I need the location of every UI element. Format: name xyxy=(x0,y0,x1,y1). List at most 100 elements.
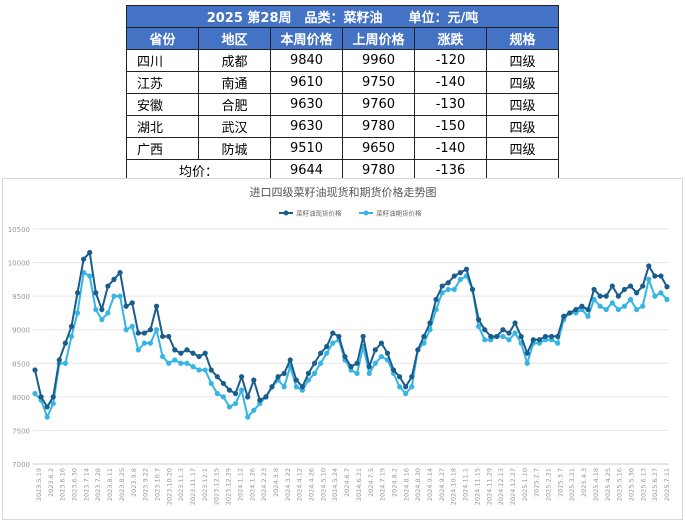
header-this-week: 本周价格 xyxy=(270,27,343,50)
y-tick-label: 7000 xyxy=(12,461,30,469)
table-row: 安徽 合肥 9630 9760 -130 四级 xyxy=(126,93,559,116)
data-point xyxy=(579,303,585,309)
x-tick-label: 2024.9.27 xyxy=(438,468,446,501)
data-point xyxy=(239,374,245,380)
cell-region: 成都 xyxy=(198,49,271,72)
y-tick-label: 7500 xyxy=(12,427,30,435)
data-point xyxy=(585,306,591,313)
data-point xyxy=(251,377,257,383)
data-point xyxy=(476,323,482,329)
data-point xyxy=(232,390,239,397)
data-point xyxy=(482,327,488,333)
data-point xyxy=(123,303,129,309)
data-point xyxy=(567,310,573,316)
data-point xyxy=(457,270,463,276)
x-tick-label: 2023.8.11 xyxy=(106,468,114,501)
x-tick-label: 2024.4.12 xyxy=(296,468,304,501)
data-point xyxy=(330,330,336,336)
data-point xyxy=(512,330,518,336)
data-point xyxy=(178,350,184,356)
data-point xyxy=(129,323,135,329)
data-point xyxy=(293,377,299,383)
data-point xyxy=(172,347,178,353)
legend-label: 菜籽油期货价格 xyxy=(376,209,422,218)
data-point xyxy=(208,380,214,387)
x-tick-label: 2024.8.16 xyxy=(402,468,410,501)
data-point xyxy=(561,313,567,319)
y-tick-label: 8000 xyxy=(12,394,30,402)
data-point xyxy=(105,310,111,316)
x-tick-label: 2024.1.26 xyxy=(248,468,256,501)
data-point xyxy=(548,333,555,340)
data-point xyxy=(427,320,433,326)
data-point xyxy=(506,330,512,336)
x-tick-label: 2023.5.19 xyxy=(35,468,43,501)
data-point xyxy=(50,400,56,407)
y-tick-label: 8500 xyxy=(12,360,30,368)
y-tick-label: 9500 xyxy=(12,293,30,301)
cell-region: 合肥 xyxy=(198,93,271,116)
data-point xyxy=(482,337,488,343)
data-point xyxy=(68,323,75,329)
cell-province: 广西 xyxy=(126,137,199,160)
data-point xyxy=(603,306,609,313)
data-point xyxy=(68,333,75,340)
cell-province: 安徽 xyxy=(126,93,199,116)
cell-this-week: 9510 xyxy=(270,137,343,160)
data-point xyxy=(214,374,220,380)
data-point xyxy=(311,370,318,376)
data-point xyxy=(117,270,123,276)
chart-grid xyxy=(33,228,669,465)
data-point xyxy=(603,293,609,299)
cell-last-week: 9750 xyxy=(342,71,415,94)
data-point xyxy=(615,293,621,299)
x-tick-label: 2023.10.20 xyxy=(165,468,173,505)
x-tick-label: 2025.4.3 xyxy=(580,468,588,497)
data-point xyxy=(597,293,603,299)
data-point xyxy=(500,327,506,333)
data-point xyxy=(74,310,81,316)
data-point xyxy=(172,357,178,363)
cell-spec: 四级 xyxy=(486,137,559,160)
x-tick-label: 2023.6.2 xyxy=(47,468,55,497)
x-tick-label: 2025.2.21 xyxy=(545,468,553,501)
data-point xyxy=(202,367,208,373)
y-tick-label: 10000 xyxy=(8,260,30,268)
table-row: 四川 成都 9840 9960 -120 四级 xyxy=(126,49,559,72)
data-point xyxy=(378,353,384,360)
data-point xyxy=(196,353,202,360)
header-province: 省份 xyxy=(126,27,199,50)
table-row: 广西 防城 9510 9650 -140 四级 xyxy=(126,137,559,160)
x-tick-label: 2024.11.15 xyxy=(473,468,481,505)
data-point xyxy=(311,360,318,366)
data-point xyxy=(542,333,549,340)
data-point xyxy=(324,350,330,356)
data-point xyxy=(585,313,591,319)
data-point xyxy=(573,306,579,313)
data-point xyxy=(609,300,615,306)
data-point xyxy=(469,286,476,293)
data-point xyxy=(658,273,664,279)
header-last-week: 上周价格 xyxy=(342,27,415,50)
x-tick-label: 2025.3.21 xyxy=(568,468,576,501)
data-point xyxy=(634,290,640,296)
data-point xyxy=(141,330,147,336)
data-point xyxy=(190,364,196,370)
data-point xyxy=(160,353,166,360)
cell-change: -140 xyxy=(414,71,487,94)
data-point xyxy=(354,360,360,366)
data-point xyxy=(324,343,330,350)
data-point xyxy=(634,306,640,313)
x-tick-label: 2023.11.3 xyxy=(177,468,185,501)
data-point xyxy=(305,377,312,383)
data-point xyxy=(257,397,263,403)
cell-last-week: 9650 xyxy=(342,137,415,160)
table-title-row: 2025 第28周 品类：菜籽油 单位：元/吨 xyxy=(126,5,559,28)
data-point xyxy=(196,367,202,373)
data-point xyxy=(184,347,190,353)
x-tick-label: 2025.5.30 xyxy=(627,468,635,501)
data-point xyxy=(403,384,409,390)
data-point xyxy=(409,374,415,380)
legend-label: 菜籽油现货价格 xyxy=(296,209,342,218)
data-point xyxy=(591,296,597,303)
